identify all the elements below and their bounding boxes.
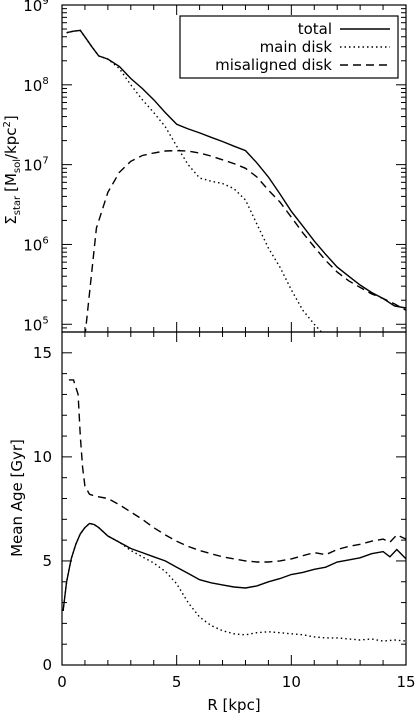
legend: total main disk misaligned disk (179, 15, 399, 79)
ytick-base: 10 (23, 236, 42, 254)
ytick-base: 10 (23, 316, 42, 334)
top-series-misaligned-disk (84, 149, 406, 332)
top-ytick-label: 106 (23, 235, 48, 254)
legend-label-main-disk: main disk (260, 38, 333, 56)
legend-label-total: total (298, 20, 332, 38)
ylabel-units-per: /kpc (2, 127, 20, 159)
top-ytick-label: 105 (23, 315, 48, 334)
bottom-ytick-label: 0 (42, 656, 52, 674)
bottom-plot-frame (61, 331, 407, 666)
top-ytick-label: 108 (23, 76, 48, 95)
bottom-series-group (62, 379, 406, 642)
bottom-series-main-disk (62, 522, 406, 642)
ylabel-sigma: Σ (2, 215, 20, 224)
ytick-exponent: 9 (42, 0, 48, 7)
top-series-total (66, 29, 406, 309)
bottom-y-axis-label: Mean Age [Gyr] (8, 439, 26, 557)
ytick-exponent: 6 (42, 235, 48, 246)
top-series-group (66, 29, 406, 332)
ytick-exponent: 5 (42, 315, 48, 326)
ylabel-units-close: ] (2, 115, 20, 121)
bottom-ytick-label: 5 (42, 552, 52, 570)
ylabel-sigma-sub: star (12, 195, 23, 215)
ytick-base: 10 (23, 157, 42, 175)
bottom-ticks-group: 0 5 10 15 0 5 10 15 (33, 331, 415, 691)
xtick-label: 15 (396, 673, 415, 691)
ylabel-units-sup: 2 (2, 121, 13, 127)
x-axis-label: R [kpc] (207, 696, 260, 714)
bottom-ytick-label: 15 (33, 344, 52, 362)
top-ytick-label: 109 (23, 0, 48, 15)
mean-age-panel: 0 5 10 15 0 5 10 15 Mean Age [Gyr] R [kpc] (8, 331, 415, 714)
xtick-label: 10 (282, 673, 301, 691)
ylabel-units-sub: sol (12, 159, 23, 173)
bottom-series-total (62, 522, 406, 611)
legend-label-misaligned-disk: misaligned disk (215, 56, 332, 74)
bottom-ytick-label: 10 (33, 448, 52, 466)
ytick-exponent: 7 (42, 156, 48, 167)
ylabel-units-open: [M (2, 173, 20, 192)
legend-box (179, 15, 399, 79)
xtick-label: 0 (57, 673, 67, 691)
ytick-base: 10 (23, 77, 42, 95)
top-ytick-label: 107 (23, 156, 48, 175)
ytick-base: 10 (23, 0, 42, 15)
bottom-series-misaligned-disk (68, 379, 406, 563)
ytick-exponent: 8 (42, 76, 48, 87)
xtick-label: 5 (172, 673, 182, 691)
top-y-axis-label: Σstar [Msol/kpc2] (2, 115, 23, 225)
